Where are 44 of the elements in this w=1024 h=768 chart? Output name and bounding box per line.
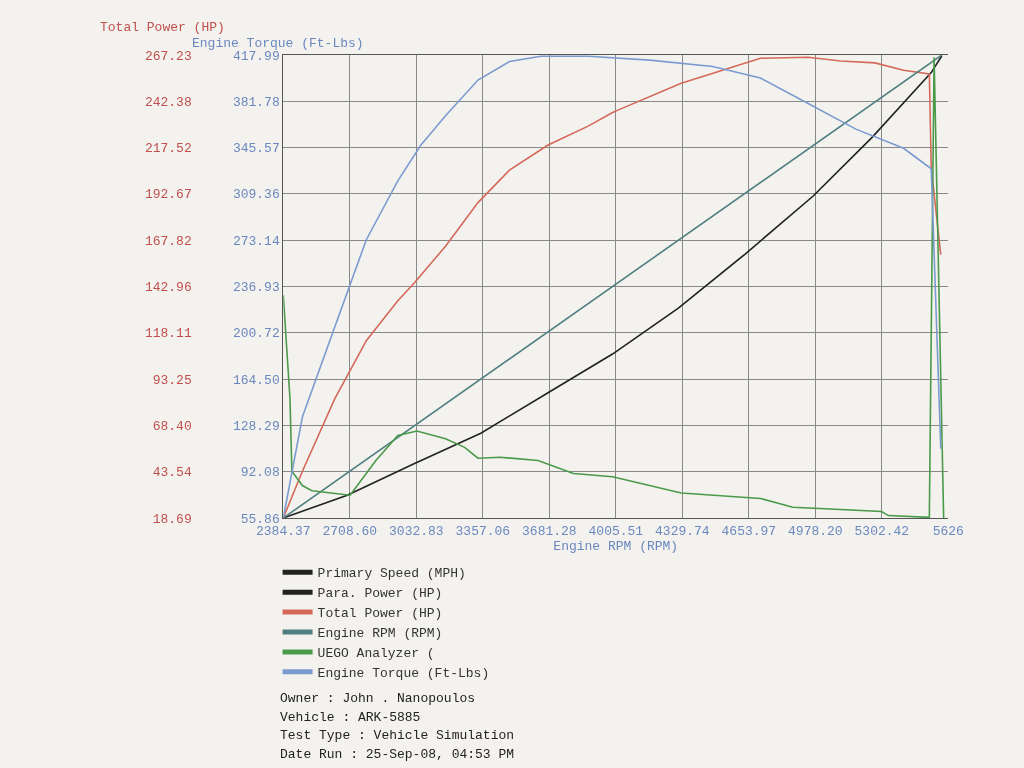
y-axis-title: Total Power (HP): [100, 20, 225, 35]
y2-tick-label: 381.78: [232, 94, 280, 110]
y-tick-label: 267.23: [144, 48, 192, 64]
x-tick-label: 4005.51: [588, 523, 644, 539]
y-tick-label: 68.40: [152, 418, 192, 434]
y2-axis-title: Engine Torque (Ft-Lbs): [192, 36, 364, 51]
y-tick-label: 192.67: [144, 187, 192, 203]
x-tick-label: 3032.83: [389, 523, 444, 539]
y-tick-label: 242.38: [144, 94, 192, 110]
x-tick-label: 3357.06: [455, 523, 511, 539]
y2-tick-label: 200.72: [232, 326, 280, 342]
x-axis-title: Engine RPM (RPM): [553, 538, 679, 554]
y-tick-label: 217.52: [144, 141, 192, 157]
legend-label: Engine Torque (Ft-Lbs): [317, 665, 490, 681]
y2-tick-label: 164.50: [232, 372, 280, 388]
legend-label: Total Power (HP): [317, 606, 443, 622]
legend-label: Engine RPM (RPM): [317, 626, 443, 642]
x-tick-label: 2708.60: [322, 523, 378, 539]
y-tick-label: 93.25: [152, 372, 192, 388]
text: Date Run : 25-Sep-08, 04:53 PM: [280, 747, 515, 762]
y2-tick-label: 417.99: [232, 48, 280, 64]
x-tick-label: 4653.97: [721, 523, 777, 539]
y-tick-label: 43.54: [152, 465, 192, 481]
y2-tick-label: 345.57: [232, 141, 280, 157]
legend-label: Para. Power (HP): [317, 586, 443, 602]
y2-tick-label: 128.29: [232, 418, 280, 434]
y2-tick-label: 92.08: [240, 465, 280, 481]
legend-label: Primary Speed (MPH): [317, 566, 466, 582]
y2-tick-label: 273.14: [232, 233, 280, 249]
text: Owner : John . Nanopoulos: [280, 691, 476, 706]
x-tick-label: 4329.74: [655, 523, 710, 539]
y-tick-label: 142.96: [144, 280, 192, 296]
text: Test Type : Vehicle Simulation: [280, 728, 515, 743]
x-tick-label: 5302.42: [854, 523, 910, 539]
x-tick-label: 3681.28: [522, 523, 577, 539]
legend-label: UEGO Analyzer (: [317, 645, 435, 661]
y2-tick-label: 309.36: [232, 187, 280, 203]
y-tick-label: 18.69: [152, 511, 192, 527]
y-tick-label: 167.82: [144, 233, 192, 249]
y2-tick-label: 236.93: [232, 280, 280, 296]
x-tick-label: 5626: [932, 523, 964, 539]
text: Vehicle : ARK-5885: [280, 710, 421, 725]
x-tick-label: 4978.20: [788, 523, 843, 539]
y-tick-label: 118.11: [144, 326, 192, 342]
